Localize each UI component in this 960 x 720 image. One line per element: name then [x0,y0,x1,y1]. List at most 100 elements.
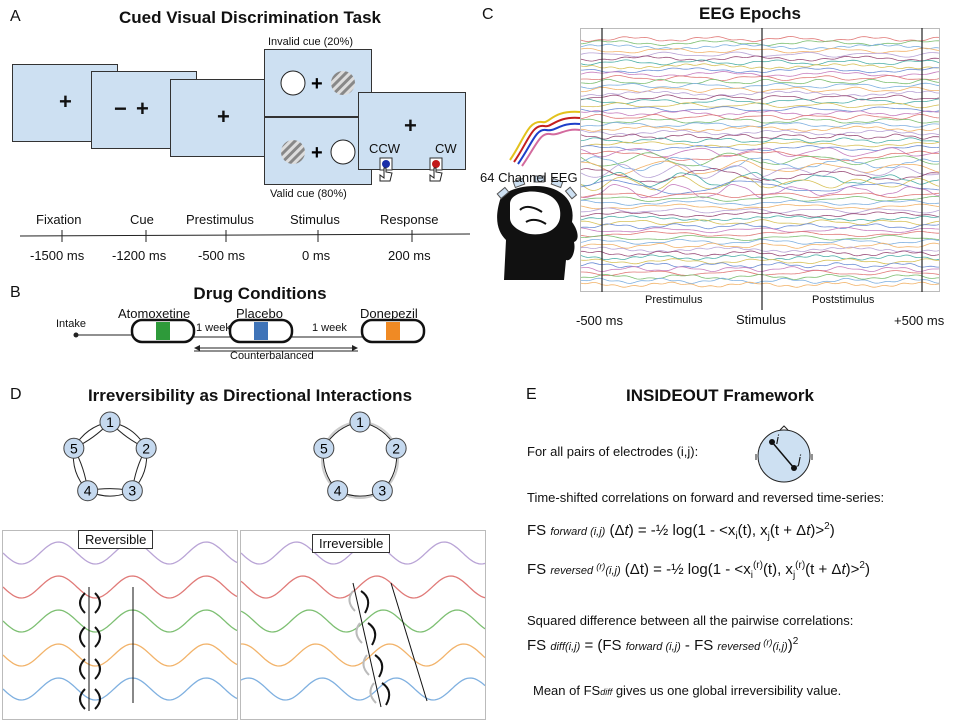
eeg-markers [601,28,923,310]
arrow-icon [369,682,377,704]
eeg-trace [580,156,939,172]
phase-cue: Cue [130,212,154,227]
arrow-icon [374,654,384,678]
ccw-label: CCW [369,141,401,156]
eeg-trace [581,67,940,74]
graph-node [63,437,85,459]
prestimulus-label: Prestimulus [645,294,703,306]
invalid-cue-stimuli: + [280,70,355,96]
eeg-trace [581,207,940,214]
eeg-trace [580,227,940,234]
arrow-icon [94,658,101,680]
arrow-icon [79,688,86,710]
phase-fixation: Fixation [36,212,82,227]
eeg-trace [580,164,940,180]
arrow-icon [94,626,101,648]
epoch-end-label: +500 ms [894,313,945,328]
electrode-i-label: i [776,432,779,447]
eeg-trace [581,250,940,257]
eeg-trace [580,223,940,230]
eeg-trace [580,78,940,85]
panel-d-letter: D [10,386,22,403]
graph-node [99,411,121,433]
arrow-icon [79,658,86,680]
arrow-icon [79,626,86,648]
eeg-trace [580,258,940,265]
graph-node-label: 2 [142,440,150,456]
eeg-trace [580,262,939,269]
eeg-trace [580,35,940,42]
eeg-trace [580,137,940,144]
graph-node [135,437,157,459]
eeg-trace [580,152,940,167]
eeg-trace [580,114,940,121]
time-fixation: -1500 ms [30,248,85,263]
arrow-icon [381,682,391,706]
phase-stimulus: Stimulus [290,212,340,227]
eeg-trace [580,55,940,62]
eeg-trace [580,71,940,78]
valid-cue-screen: + [264,117,372,185]
eeg-trace [580,106,940,113]
sine-wave [3,643,237,667]
invalid-cue-screen: + [264,49,372,117]
eeg-trace [580,43,940,50]
irreversible-wave-panel [240,530,486,720]
eeg-trace [580,203,940,210]
graph-node [121,480,143,502]
arrow-icon [348,590,356,612]
eeg-trace [580,281,940,288]
svg-text:+: + [311,142,323,164]
graph-node [313,437,335,459]
graph-node-label: 5 [320,440,328,456]
eeg-trace [580,63,940,70]
graph-node-label: 3 [378,483,386,499]
eeg-trace [580,141,940,148]
graph-node-label: 3 [128,483,136,499]
eeg-trace [580,147,940,158]
eeg-trace [580,90,939,97]
panel-c-title: EEG Epochs [698,4,802,23]
hand-icon [379,167,393,182]
eeg-trace [580,266,940,273]
eeg-trace [580,231,939,237]
response-buttons [379,157,443,182]
sine-wave [241,609,485,633]
eeg-trace [580,175,940,191]
eeg-trace [580,167,940,183]
donepezil-pill [386,322,400,340]
arrow-icon [355,622,363,644]
drug-schedule [73,318,426,352]
eeg-trace [580,239,940,245]
graph-node [349,411,371,433]
eeg-trace [581,219,940,226]
eeg-trace [580,122,940,128]
placebo-pill [254,322,268,340]
counterbalanced-label: Counterbalanced [230,350,314,362]
electrode-j-label: j [798,452,801,467]
sine-wave [3,609,237,633]
phase-response: Response [380,212,439,227]
eeg-trace [580,192,940,198]
sine-wave [241,575,485,599]
eeg-trace [580,273,940,280]
atomoxetine-pill [156,322,170,340]
mean-text: Mean of FSdiff gives us one global irrev… [533,683,842,698]
panel-b-title: Drug Conditions [193,284,327,303]
reversible-waves [3,541,237,711]
irreversible-graph: 1 2 3 4 5 [313,411,407,502]
graph-node-label: 5 [70,440,78,456]
fs-diff-equation: FS diff(i,j) = (FS forward (i,j) - FS re… [527,636,799,654]
eeg-trace [581,125,940,132]
panel-e-title: INSIDEOUT Framework [626,386,814,405]
arrow-icon [79,592,86,614]
shifted-text: Time-shifted correlations on forward and… [527,490,885,505]
sine-wave [3,677,237,701]
valid-cue-label: Valid cue (80%) [270,188,347,200]
sine-wave [241,677,485,701]
eeg-trace [580,246,940,253]
drug-donepezil: Donepezil [360,306,418,321]
fs-reversed-equation: FS reversed (r)(i,j) (Δt) = -½ log(1 - <… [527,560,870,581]
eeg-trace [580,199,940,206]
panel-a-title: Cued Visual Discrimination Task [118,8,381,27]
